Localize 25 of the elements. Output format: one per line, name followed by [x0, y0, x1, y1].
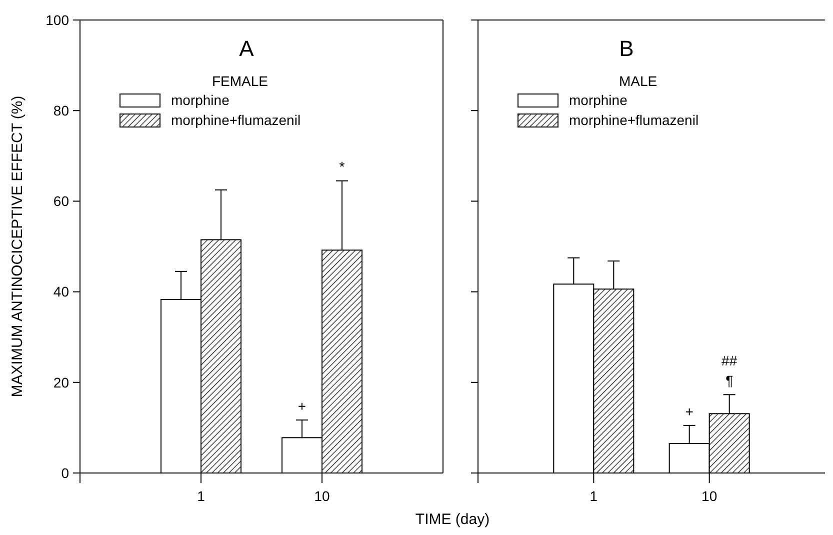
annotation: + — [685, 403, 694, 420]
text: A — [239, 36, 254, 61]
x-tick-label: 10 — [314, 488, 330, 504]
legend-title: MALE — [618, 73, 658, 89]
x-tick-label: 1 — [197, 488, 206, 504]
y-tick-label: 0 — [61, 464, 70, 481]
annotation: * — [339, 158, 346, 175]
annotation: ## — [722, 352, 738, 369]
legend-title: FEMALE — [212, 73, 268, 89]
x-tick-label: 10 — [702, 488, 718, 504]
legend-label: morphine — [171, 92, 230, 108]
x-tick-label: 1 — [590, 488, 598, 504]
y-tick-label: 100 — [46, 12, 70, 28]
legend-label: morphine+flumazenil — [569, 112, 699, 128]
annotation: + — [298, 398, 306, 414]
x-axis-title: TIME (day) — [415, 511, 490, 528]
legend-label: morphine — [569, 92, 628, 108]
y-axis-title: MAXIMUM ANTINOCICEPTIVE EFFECT (%) — [9, 96, 26, 398]
y-tick-label: 80 — [53, 102, 70, 118]
y-tick-label: 60 — [53, 193, 70, 210]
y-tick-label: 40 — [53, 284, 70, 300]
annotation: ¶ — [726, 372, 734, 389]
y-tick-label: 20 — [53, 374, 70, 390]
text: B — [619, 36, 634, 61]
legend-label: morphine+flumazenil — [171, 112, 301, 128]
